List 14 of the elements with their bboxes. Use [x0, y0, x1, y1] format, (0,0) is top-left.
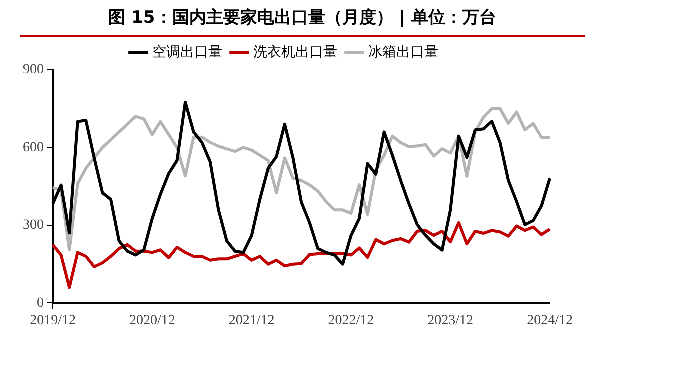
- y-tick-label: 900: [23, 62, 44, 78]
- chart-title: 图 15：国内主要家电出口量（月度） | 单位：万台: [20, 6, 585, 37]
- x-tick-label: 2022/12: [328, 313, 374, 328]
- y-tick-label: 0: [37, 296, 44, 311]
- legend-label: 洗衣机出口量: [254, 44, 338, 61]
- y-tick-label: 300: [23, 218, 44, 234]
- x-tick-label: 2019/12: [30, 313, 76, 328]
- x-tick-label: 2023/12: [428, 313, 474, 328]
- x-tick-label: 2021/12: [228, 313, 275, 328]
- x-tick-label: 2020/12: [129, 313, 176, 328]
- y-tick-label: 600: [23, 140, 44, 156]
- legend-label: 冰箱出口量: [368, 44, 438, 61]
- x-tick-label: 2024/12: [527, 313, 573, 328]
- legend-label: 空调出口量: [152, 44, 222, 61]
